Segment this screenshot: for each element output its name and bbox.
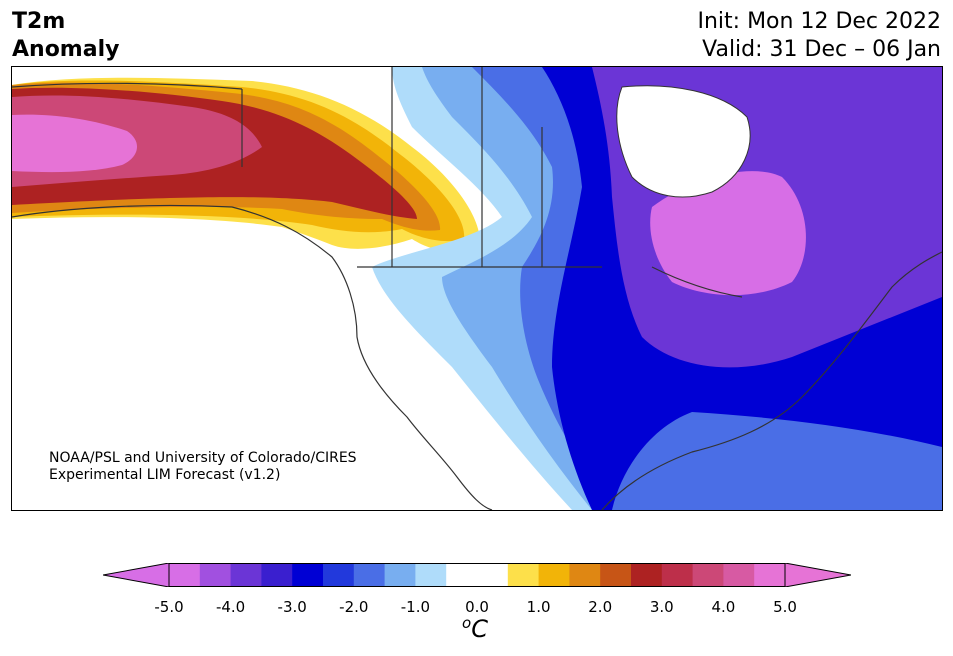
- hudson-bay: [616, 85, 751, 198]
- colorbar-segment: [292, 563, 324, 587]
- colorbar-segment: [631, 563, 663, 587]
- colorbar-tick-label: -4.0: [215, 598, 246, 616]
- map-canvas: [12, 67, 942, 510]
- colorbar-segment: [446, 563, 478, 587]
- colorbar-tick-label: -5.0: [154, 598, 184, 616]
- forecast-dates: Init: Mon 12 Dec 2022 Valid: 31 Dec – 06…: [698, 8, 942, 64]
- colorbar-segment: [230, 563, 262, 587]
- warm-anomaly-core: [12, 114, 138, 173]
- map-title: T2m Anomaly: [12, 8, 119, 64]
- colorbar-segment: [199, 563, 232, 587]
- colorbar-segment: [754, 563, 786, 587]
- colorbar-segment: [661, 563, 694, 587]
- colorbar-tick-label: -3.0: [277, 598, 307, 616]
- credit-line-2: Experimental LIM Forecast (v1.2): [49, 467, 281, 483]
- colorbar-tick-label: -1.0: [400, 598, 431, 616]
- credit-line-1: NOAA/PSL and University of Colorado/CIRE…: [49, 450, 357, 466]
- colorbar-tick-label: 0.0: [465, 598, 489, 616]
- colorbar-segment: [384, 563, 416, 587]
- colorbar-segment: [600, 563, 632, 587]
- colorbar-tick-label: 4.0: [711, 598, 736, 616]
- colorbar-tick-label: 5.0: [773, 598, 797, 616]
- unit-degree: o: [462, 614, 472, 632]
- anomaly-map: NOAA/PSL and University of Colorado/CIRE…: [11, 66, 943, 511]
- colorbar-tick-label: 3.0: [649, 598, 674, 616]
- colorbar-segment: [507, 563, 540, 587]
- colorbar-frame: [168, 563, 786, 587]
- colorbar-min-extension: [103, 563, 170, 587]
- colorbar-segment: [415, 563, 447, 587]
- colorbar-tick-label: 1.0: [526, 598, 551, 616]
- colorbar-segment: [477, 563, 509, 587]
- colorbar: [103, 563, 851, 587]
- title-line-1: T2m: [12, 9, 66, 34]
- colorbar-segment: [323, 563, 355, 587]
- colorbar-segment: [261, 563, 293, 587]
- colorbar-max-extension: [784, 563, 851, 587]
- init-date: Init: Mon 12 Dec 2022: [697, 9, 942, 34]
- colorbar-segment: [538, 563, 570, 587]
- coastlines: [12, 67, 942, 510]
- colorbar-tick-label: -2.0: [339, 598, 369, 616]
- cold-anomaly-core: [650, 171, 806, 296]
- title-line-2: Anomaly: [12, 37, 120, 62]
- credit-text: NOAA/PSL and University of Colorado/CIRE…: [49, 450, 357, 484]
- colorbar-unit: oC: [462, 614, 488, 643]
- colorbar-segment: [569, 563, 601, 587]
- colorbar-segment: [692, 563, 724, 587]
- colorbar-segment: [723, 563, 755, 587]
- unit-letter: C: [471, 615, 488, 643]
- colorbar-segment: [353, 563, 386, 587]
- colorbar-segment: [169, 563, 201, 587]
- valid-date: Valid: 31 Dec – 06 Jan: [702, 37, 941, 62]
- colorbar-tick-label: 2.0: [588, 598, 613, 616]
